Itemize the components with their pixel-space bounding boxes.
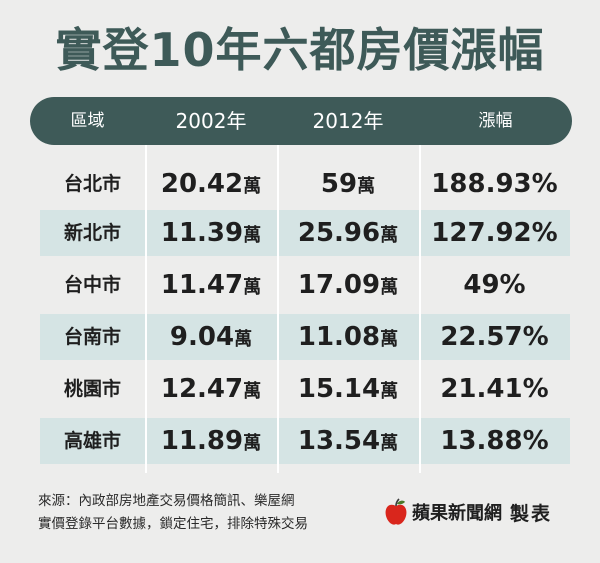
cell-value: 188.93% — [431, 169, 558, 199]
cell-change: 127.92% — [419, 210, 570, 256]
cell-y2002: 11.39萬 — [145, 210, 277, 256]
unit-label: 萬 — [243, 225, 262, 246]
cell-value: 台南市 — [63, 326, 121, 348]
unit-label: 萬 — [243, 277, 262, 298]
page-title: 實登10年六都房價漲幅 — [55, 23, 545, 77]
cell-y2012: 15.14萬 — [277, 366, 419, 412]
cell-area: 台南市 — [40, 314, 145, 360]
apple-icon — [385, 498, 407, 525]
cell-value: 11.08 — [297, 322, 381, 352]
table-row: 台北市 20.42萬 59萬 188.93% — [40, 161, 570, 207]
column-divider — [145, 145, 147, 473]
unit-label: 萬 — [380, 433, 399, 454]
table-header: 區域 2002年 2012年 漲幅 — [30, 97, 572, 145]
source-line-1: 來源：內政部房地產交易價格簡訊、樂屋網 — [38, 493, 295, 509]
cell-change: 22.57% — [419, 314, 570, 360]
cell-y2012: 17.09萬 — [277, 262, 419, 308]
cell-y2002: 12.47萬 — [145, 366, 277, 412]
cell-value: 台中市 — [63, 274, 121, 296]
table-row: 桃園市 12.47萬 15.14萬 21.41% — [40, 366, 570, 412]
unit-label: 萬 — [380, 225, 399, 246]
unit-label: 萬 — [243, 433, 262, 454]
cell-value: 15.14 — [297, 374, 381, 404]
table-row: 高雄市 11.89萬 13.54萬 13.88% — [40, 418, 570, 464]
cell-value: 59 — [320, 169, 358, 199]
unit-label: 萬 — [380, 381, 399, 402]
column-divider — [277, 145, 279, 473]
cell-change: 21.41% — [419, 366, 570, 412]
cell-value: 11.89 — [160, 426, 244, 456]
cell-value: 台北市 — [63, 173, 121, 195]
header-2002: 2002年 — [175, 109, 247, 133]
brand-name: 蘋果新聞網 — [412, 503, 502, 524]
cell-value: 25.96 — [297, 218, 381, 248]
cell-value: 9.04 — [169, 322, 235, 352]
cell-value: 12.47 — [160, 374, 244, 404]
cell-area: 新北市 — [40, 210, 145, 256]
cell-y2002: 20.42萬 — [145, 161, 277, 207]
cell-y2012: 59萬 — [277, 161, 419, 207]
cell-change: 49% — [419, 262, 570, 308]
cell-y2002: 11.89萬 — [145, 418, 277, 464]
cell-area: 台中市 — [40, 262, 145, 308]
cell-value: 20.42 — [160, 169, 244, 199]
unit-label: 萬 — [380, 277, 399, 298]
cell-value: 49% — [463, 270, 526, 300]
cell-value: 22.57% — [440, 322, 549, 352]
source-line-2: 實價登錄平台數據，鎖定住宅，排除特殊交易 — [38, 516, 308, 532]
made-label: 製表 — [510, 502, 553, 525]
header-area: 區域 — [70, 111, 105, 131]
brand-logo: 蘋果新聞網 製表 — [384, 497, 552, 527]
table-row: 台中市 11.47萬 17.09萬 49% — [40, 262, 570, 308]
cell-change: 13.88% — [419, 418, 570, 464]
table-row: 新北市 11.39萬 25.96萬 127.92% — [40, 210, 570, 256]
source-note: 來源：內政部房地產交易價格簡訊、樂屋網 實價登錄平台數據，鎖定住宅，排除特殊交易 — [38, 490, 308, 536]
cell-value: 高雄市 — [63, 430, 121, 452]
header-2012: 2012年 — [312, 109, 384, 133]
cell-area: 高雄市 — [40, 418, 145, 464]
cell-value: 11.39 — [160, 218, 244, 248]
cell-y2012: 11.08萬 — [277, 314, 419, 360]
cell-y2002: 11.47萬 — [145, 262, 277, 308]
cell-value: 桃園市 — [63, 378, 121, 400]
cell-y2012: 25.96萬 — [277, 210, 419, 256]
cell-value: 127.92% — [431, 218, 558, 248]
column-divider — [419, 145, 421, 473]
cell-y2002: 9.04萬 — [145, 314, 277, 360]
cell-value: 11.47 — [160, 270, 244, 300]
cell-value: 17.09 — [297, 270, 381, 300]
cell-value: 13.88% — [440, 426, 549, 456]
unit-label: 萬 — [357, 176, 376, 197]
header-change: 漲幅 — [478, 111, 513, 131]
cell-value: 21.41% — [440, 374, 549, 404]
unit-label: 萬 — [380, 329, 399, 350]
cell-value: 13.54 — [297, 426, 381, 456]
cell-change: 188.93% — [419, 161, 570, 207]
unit-label: 萬 — [234, 329, 253, 350]
unit-label: 萬 — [243, 381, 262, 402]
table-row: 台南市 9.04萬 11.08萬 22.57% — [40, 314, 570, 360]
cell-y2012: 13.54萬 — [277, 418, 419, 464]
unit-label: 萬 — [243, 176, 262, 197]
cell-value: 新北市 — [63, 222, 121, 244]
cell-area: 台北市 — [40, 161, 145, 207]
cell-area: 桃園市 — [40, 366, 145, 412]
